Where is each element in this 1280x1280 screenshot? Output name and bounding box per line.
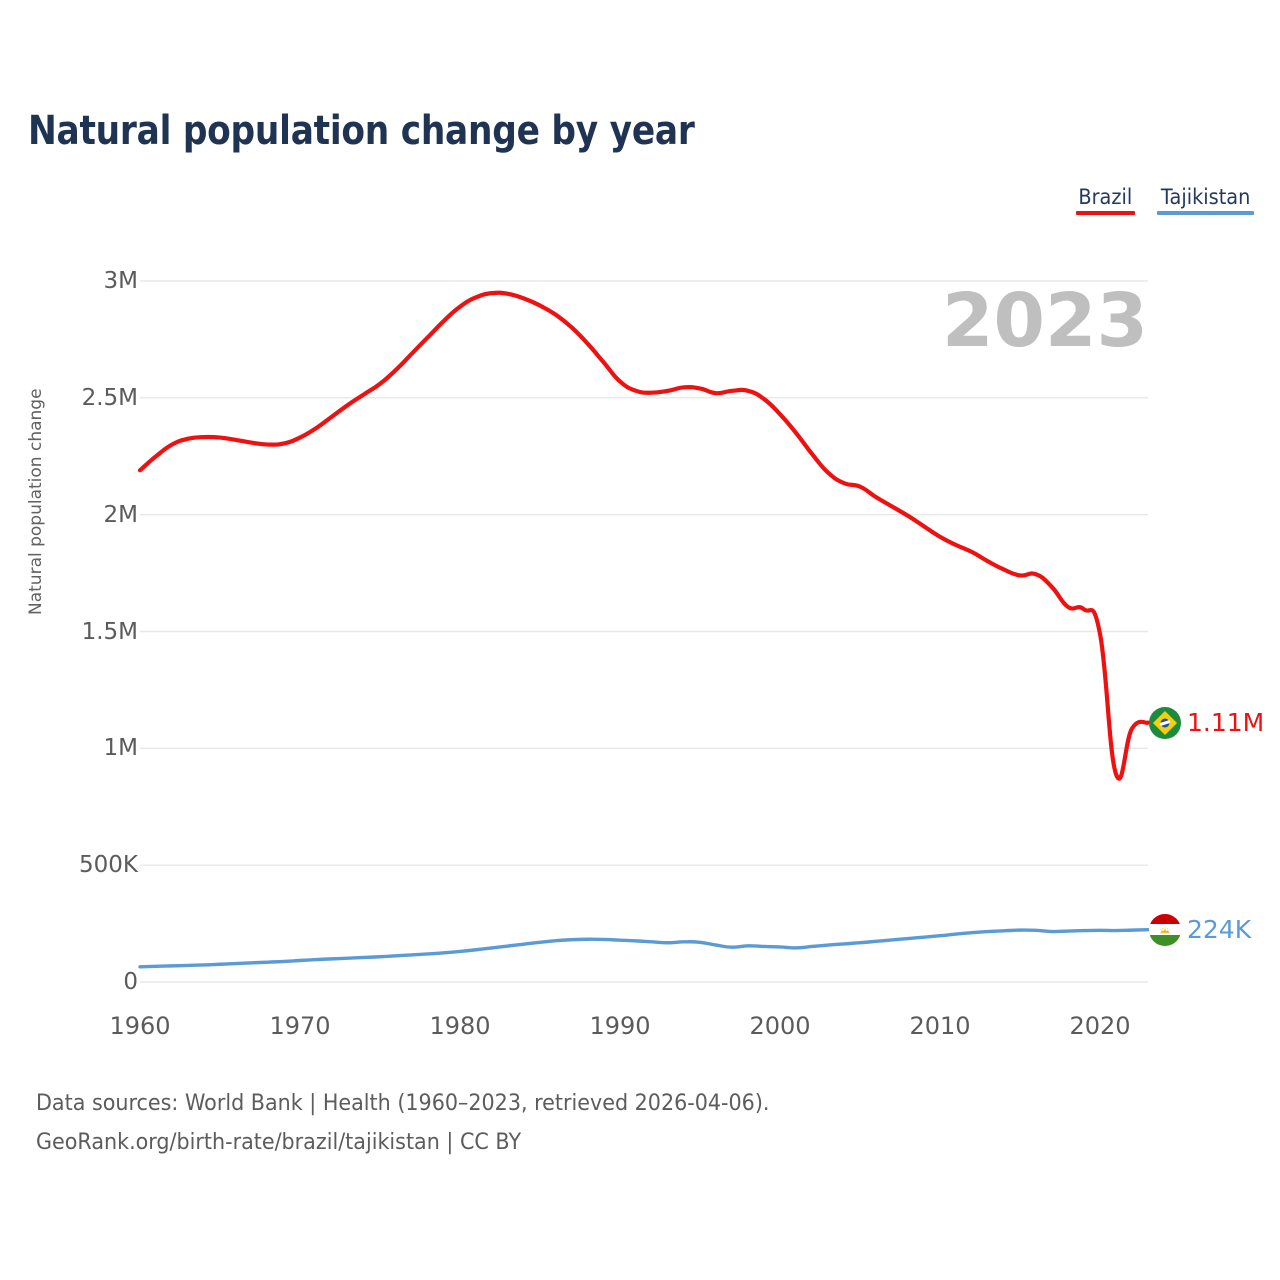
y-axis-tick-label: 0 (123, 969, 138, 995)
legend-color-swatch-tajikistan (1156, 211, 1254, 216)
x-axis-tick-label: 1980 (429, 1012, 491, 1040)
brazil-flag-icon (1149, 706, 1181, 739)
series-lines (137, 290, 1151, 969)
series-line-brazil (137, 290, 1151, 781)
y-axis-tick-label: 2.5M (81, 384, 138, 411)
tajikistan-flag-green-stripe (1149, 934, 1181, 946)
x-axis-tick-label: 2020 (1069, 1012, 1131, 1040)
x-axis-tick-label: 2010 (909, 1012, 971, 1040)
endpoint-value-brazil: 1.11M (1187, 708, 1265, 738)
legend: Brazil Tajikistan (1076, 185, 1254, 216)
gridlines (140, 280, 1148, 983)
y-axis-tick-label: 500K (79, 852, 138, 879)
series-line-tajikistan (138, 927, 1150, 969)
y-axis-tick-label: 2M (103, 501, 138, 528)
footer-sources: Data sources: World Bank | Health (1960–… (36, 1085, 769, 1162)
legend-item-brazil[interactable]: Brazil (1076, 185, 1135, 216)
endpoint-value-tajikistan: 224K (1187, 915, 1252, 945)
tajikistan-flag-crown-icon (1160, 927, 1170, 933)
legend-label-tajikistan: Tajikistan (1160, 185, 1251, 209)
legend-item-tajikistan[interactable]: Tajikistan (1156, 185, 1254, 216)
y-axis-tick-label: 3M (103, 268, 138, 294)
legend-color-swatch-brazil (1076, 211, 1135, 216)
y-axis-tick-label: 1M (103, 735, 138, 762)
endpoint-marker-brazil: 1.11M (1149, 706, 1265, 739)
page-title: Natural population change by year (28, 108, 695, 154)
endpoint-marker-tajikistan: 224K (1149, 913, 1252, 946)
y-axis-title: Natural population change (26, 388, 46, 615)
tajikistan-flag-red-stripe (1149, 913, 1181, 925)
x-axis-tick-label: 2000 (749, 1012, 811, 1040)
legend-label-brazil: Brazil (1078, 185, 1133, 209)
x-axis-tick-label: 1990 (589, 1012, 651, 1040)
x-axis-tick-label: 1970 (269, 1012, 331, 1040)
tajikistan-flag-icon (1149, 913, 1181, 946)
footer-line-2: GeoRank.org/birth-rate/brazil/tajikistan… (36, 1129, 522, 1155)
x-axis-tick-label: 1960 (109, 1012, 171, 1040)
y-axis-tick-label: 1.5M (81, 618, 138, 645)
year-watermark: 2023 (942, 278, 1148, 364)
footer-line-1: Data sources: World Bank | Health (1960–… (36, 1091, 770, 1116)
